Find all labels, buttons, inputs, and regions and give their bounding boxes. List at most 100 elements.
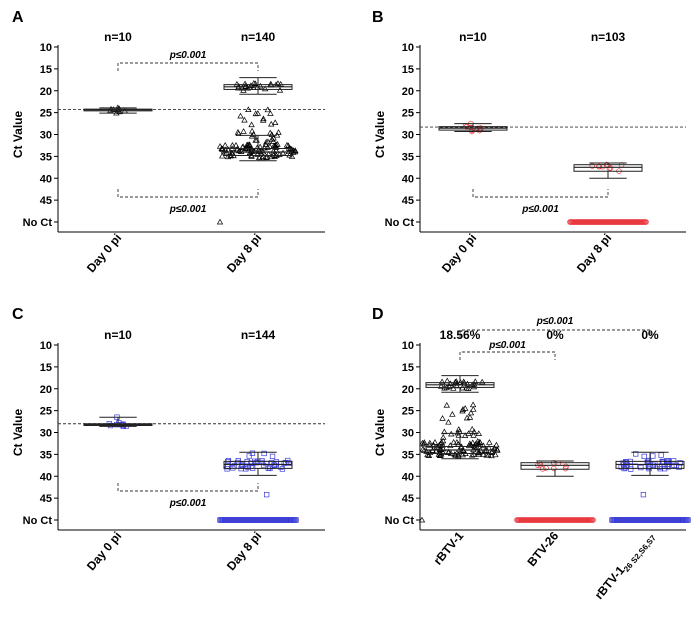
data-point (438, 378, 446, 385)
y-tick-label: 10 (402, 340, 414, 352)
data-point (267, 110, 274, 116)
data-point (274, 140, 281, 147)
data-point (596, 163, 602, 170)
count-label: n=103 (591, 30, 626, 44)
data-point (273, 141, 280, 148)
data-point (425, 452, 433, 458)
y-axis-title: Ct Value (11, 409, 25, 457)
data-point (435, 442, 443, 448)
data-point (254, 151, 261, 157)
y-tick-label: 30 (402, 428, 414, 440)
data-point (468, 425, 476, 432)
significance-bracket-0 (117, 62, 259, 71)
count-label: n=144 (241, 328, 276, 342)
y-tick-label: 20 (40, 86, 52, 98)
y-tick-label: No Ct (385, 515, 415, 527)
y-tick-label: 40 (40, 471, 52, 483)
data-point (465, 442, 473, 449)
data-point (449, 411, 456, 417)
data-point (250, 131, 257, 137)
data-point (590, 517, 596, 523)
data-point (276, 86, 284, 93)
y-tick-label: 20 (402, 384, 414, 396)
data-point (419, 445, 427, 452)
data-point (263, 491, 270, 498)
y-tick-label: 15 (402, 362, 414, 374)
data-point (475, 449, 482, 455)
y-tick-label: 35 (402, 449, 414, 461)
significance-bracket-1 (117, 189, 259, 198)
data-point (238, 148, 245, 154)
data-point (260, 153, 267, 159)
data-point (466, 414, 474, 420)
y-axis-title: Ct Value (373, 409, 387, 457)
data-point (620, 460, 626, 466)
y-tick-label: 20 (40, 384, 52, 396)
significance-label-0: p≤0.001 (536, 316, 574, 327)
significance-label-0: p≤0.001 (169, 50, 207, 61)
data-point (486, 439, 493, 445)
data-point (216, 218, 224, 225)
data-point (474, 440, 482, 447)
data-point (264, 144, 271, 150)
data-point (248, 460, 254, 466)
y-tick-label: 45 (402, 493, 414, 505)
data-point (437, 451, 444, 458)
data-point (235, 83, 242, 89)
category-name: Day 0 pi (439, 231, 479, 275)
y-tick-label: 40 (402, 471, 414, 483)
panel-label: B (372, 9, 384, 26)
data-point (431, 439, 439, 445)
category-subscript: 26 S2,S6,S7 (622, 533, 658, 574)
y-tick-label: 20 (402, 86, 414, 98)
x-category-label: Day 8 pi (224, 231, 264, 275)
data-point (241, 80, 249, 87)
x-category-label: BTV-26 (524, 529, 561, 569)
data-point (470, 406, 477, 412)
y-tick-label: 25 (40, 406, 52, 418)
y-tick-label: 45 (402, 195, 414, 207)
chart-panel-A: A 10 15 20 25 30 35 40 45 No Ct Ct Value n=10 n=140 D… (11, 9, 325, 275)
data-point (240, 128, 247, 134)
category-name: Day 8 pi (224, 231, 264, 275)
count-label: n=10 (104, 328, 132, 342)
data-point (450, 438, 457, 445)
data-point (562, 465, 569, 472)
data-point (245, 464, 251, 471)
data-point (439, 441, 446, 448)
y-tick-label: 40 (40, 173, 52, 185)
count-label: n=140 (241, 30, 276, 44)
y-axis-title: Ct Value (11, 111, 25, 159)
data-point (275, 129, 282, 135)
data-point (268, 153, 275, 160)
data-point (650, 462, 656, 468)
data-point (470, 380, 478, 387)
data-point (465, 385, 472, 391)
data-point (268, 120, 275, 127)
y-tick-label: 30 (40, 130, 52, 142)
data-point (270, 142, 278, 149)
significance-bracket-0 (117, 483, 259, 492)
data-point (461, 432, 469, 438)
data-point (221, 141, 229, 148)
data-point (447, 442, 454, 448)
data-point (246, 142, 253, 149)
y-tick-label: No Ct (23, 217, 53, 229)
data-point (276, 151, 283, 157)
data-point (459, 407, 466, 414)
data-point (262, 141, 269, 147)
data-point (437, 383, 445, 389)
data-point (440, 434, 447, 440)
data-point (429, 441, 437, 448)
data-point (268, 131, 276, 137)
y-tick-label: 25 (402, 108, 414, 120)
y-tick-label: 30 (402, 130, 414, 142)
data-point (478, 378, 486, 385)
data-point (267, 80, 274, 87)
data-point (249, 450, 256, 456)
y-tick-label: 10 (40, 42, 52, 54)
y-tick-label: 40 (402, 173, 414, 185)
significance-bracket-1 (459, 351, 556, 360)
data-point (650, 453, 656, 459)
